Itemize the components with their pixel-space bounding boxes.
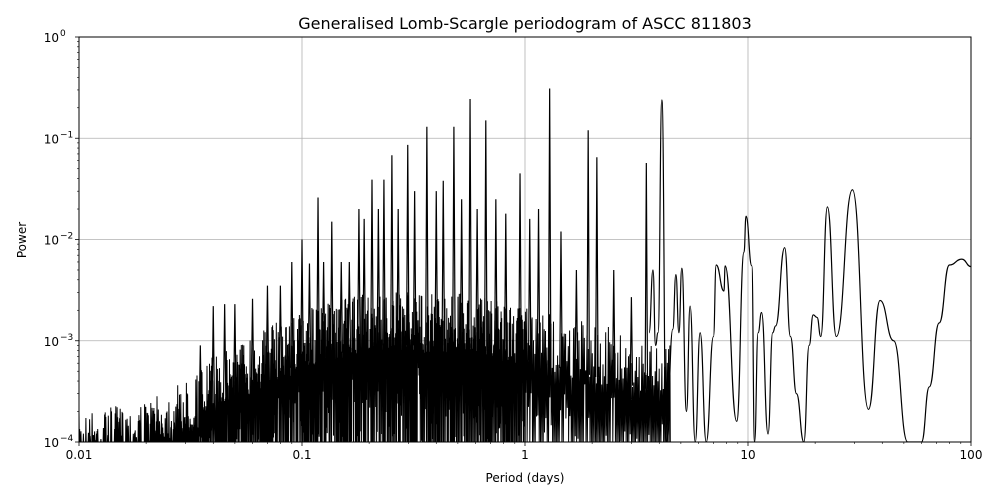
series-peak xyxy=(329,221,334,356)
y-tick-exponent: −2 xyxy=(60,232,73,242)
series-peak xyxy=(483,120,488,352)
x-tick-label: 0.1 xyxy=(292,448,311,462)
series-peak xyxy=(362,218,366,347)
y-tick-exponent: −3 xyxy=(60,333,73,343)
series-peak xyxy=(518,173,522,359)
series-peak xyxy=(300,239,304,364)
series-peak xyxy=(452,126,456,346)
series-peak xyxy=(629,297,634,386)
chart-title: Generalised Lomb-Scargle periodogram of … xyxy=(298,14,752,33)
x-tick-label: 100 xyxy=(960,448,983,462)
series-peak xyxy=(339,261,344,353)
y-tick-exponent: 0 xyxy=(60,29,66,39)
series-peak xyxy=(475,209,479,350)
x-axis-label: Period (days) xyxy=(486,471,565,485)
series-peak xyxy=(547,88,552,366)
x-tick-label: 1 xyxy=(521,448,529,462)
series-peak xyxy=(595,157,599,378)
y-tick-label: 10 xyxy=(44,335,59,349)
series-peak xyxy=(574,269,579,372)
x-tick-label: 0.01 xyxy=(66,448,93,462)
series-peak xyxy=(396,209,400,346)
plot-frame xyxy=(78,36,972,443)
series-peak xyxy=(405,144,410,346)
series-peak xyxy=(265,285,270,379)
series-peak xyxy=(316,197,320,359)
y-tick-label: 10 xyxy=(44,234,59,248)
series-peak xyxy=(211,306,216,410)
series-peak xyxy=(390,155,394,346)
series-peak xyxy=(357,209,361,349)
series-peak xyxy=(559,231,563,369)
series-peak xyxy=(250,298,255,386)
y-axis-label: Power xyxy=(15,222,29,258)
series-peak xyxy=(307,263,312,362)
series-peak xyxy=(347,261,352,351)
y-tick-label: 10 xyxy=(44,436,59,450)
series-peak xyxy=(527,218,532,361)
series-peak xyxy=(459,199,464,347)
series-peak xyxy=(278,285,283,374)
y-tick-label: 10 xyxy=(44,132,59,146)
x-tick-label: 10 xyxy=(740,448,755,462)
series-peak xyxy=(503,213,508,356)
series-peak xyxy=(198,345,203,421)
series-peak xyxy=(441,180,446,346)
series-peak xyxy=(494,199,498,354)
series-line-noise xyxy=(79,292,671,442)
series-peak xyxy=(370,179,374,346)
y-tick-exponent: −1 xyxy=(60,130,73,140)
y-tick-label: 10 xyxy=(44,31,59,45)
y-tick-exponent: −4 xyxy=(60,434,74,444)
series-peak xyxy=(468,99,472,348)
series-peak xyxy=(289,261,294,368)
series-peak xyxy=(611,269,616,382)
series-peak xyxy=(586,130,590,375)
series-peak xyxy=(644,162,649,389)
series-peak xyxy=(412,191,417,346)
series-line-tail xyxy=(648,99,971,442)
series-peak xyxy=(434,191,439,346)
grid xyxy=(79,37,971,442)
series-peak xyxy=(222,304,227,403)
series-peak xyxy=(382,179,386,346)
series-peak xyxy=(376,209,381,346)
series-peak xyxy=(321,261,326,358)
series-peak xyxy=(233,304,237,397)
plot-area xyxy=(79,88,971,442)
series-peak xyxy=(425,126,429,346)
series-peak xyxy=(536,209,541,363)
